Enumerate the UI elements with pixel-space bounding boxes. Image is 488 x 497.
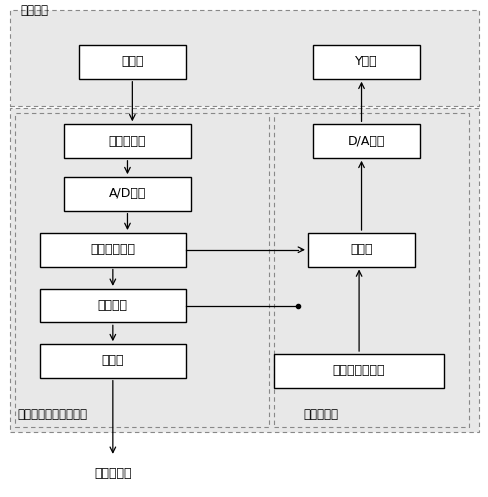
Bar [273,113,468,427]
Bar [40,233,185,266]
Bar [312,45,419,79]
Text: 角位移输出: 角位移输出 [94,467,131,480]
Text: 数字滤波: 数字滤波 [98,299,127,312]
Bar [40,289,185,323]
Bar [40,344,185,378]
Text: 探测器: 探测器 [121,56,143,69]
Bar [79,45,185,79]
Bar [15,113,268,427]
Bar [64,177,190,211]
Bar [10,9,478,106]
Text: 加法器: 加法器 [349,243,372,256]
Bar [10,108,478,432]
Text: 电路解算单元逻辑电路: 电路解算单元逻辑电路 [18,408,87,421]
Text: 前置放大器: 前置放大器 [108,135,146,148]
Bar [307,233,414,266]
Text: Y波导: Y波导 [354,56,377,69]
Text: 方波信号发生器: 方波信号发生器 [332,364,385,377]
Text: 数字信号解调: 数字信号解调 [90,243,135,256]
Bar [64,124,190,158]
Text: 光学器件: 光学器件 [20,4,48,17]
Text: D/A转换: D/A转换 [347,135,385,148]
Text: 电路解算板: 电路解算板 [303,408,337,421]
Text: A/D转换: A/D转换 [108,187,146,200]
Bar [273,354,444,388]
Bar [312,124,419,158]
Text: 积分器: 积分器 [102,354,124,367]
